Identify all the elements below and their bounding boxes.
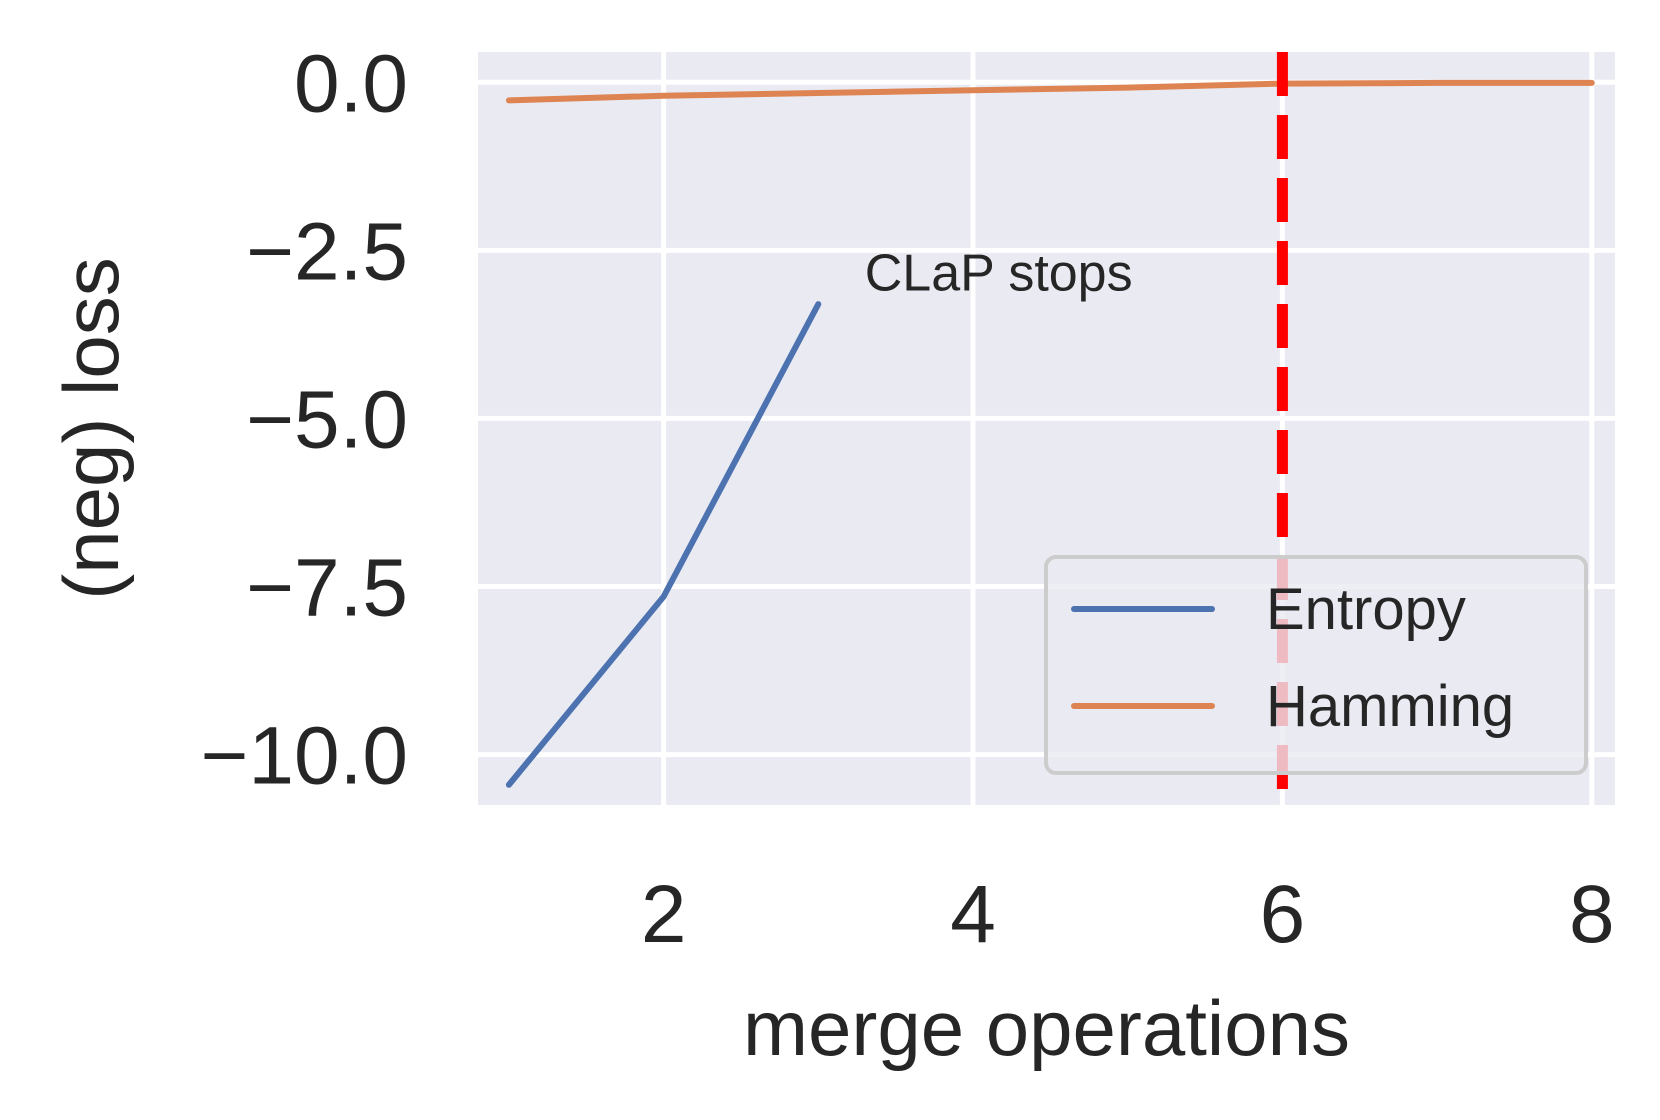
x-axis-label: merge operations	[743, 984, 1350, 1072]
y-tick-label: −7.5	[246, 542, 408, 633]
x-tick-label: 2	[641, 869, 687, 960]
y-tick-label: −10.0	[201, 711, 408, 802]
y-tick-label: 0.0	[294, 38, 408, 129]
x-tick-labels: 2 4 6 8	[641, 869, 1615, 960]
y-axis-label: (neg) loss	[47, 257, 135, 599]
series-line-entropy	[505, 301, 822, 788]
series-layer	[505, 79, 1595, 788]
legend-label-entropy: Entropy	[1266, 577, 1466, 642]
annotation-label: CLaP stops	[865, 245, 1133, 303]
series-line-hamming	[505, 79, 1595, 104]
y-tick-label: −5.0	[246, 374, 408, 465]
y-tick-label: −2.5	[246, 206, 408, 297]
legend: Entropy Hamming	[1044, 555, 1588, 775]
legend-label-hamming: Hamming	[1266, 674, 1514, 739]
x-tick-label: 8	[1569, 869, 1615, 960]
y-tick-labels: 0.0 −2.5 −5.0 −7.5 −10.0	[201, 38, 408, 801]
x-tick-label: 6	[1260, 869, 1306, 960]
x-tick-label: 4	[950, 869, 996, 960]
